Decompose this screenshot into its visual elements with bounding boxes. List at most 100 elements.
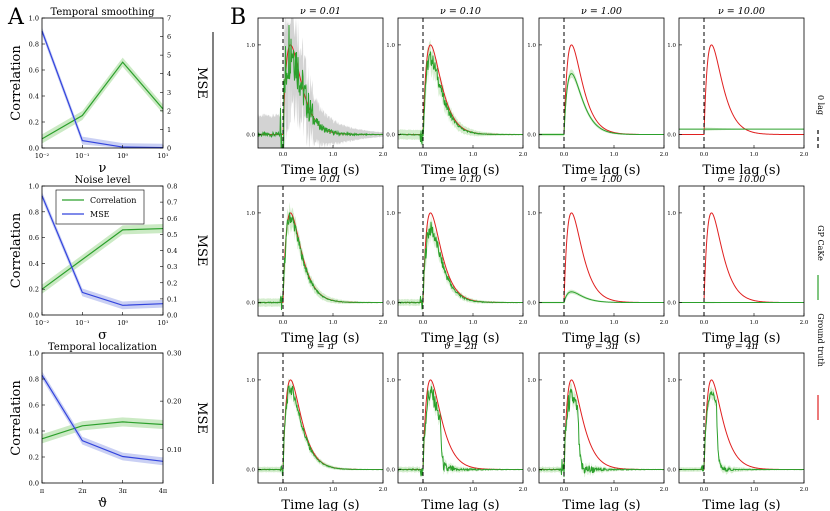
y2-tick-label: 0.1 [167,295,177,303]
x-tick-label: 1.0 [610,487,619,493]
y-tick-label: 1.0 [29,183,39,191]
y2-axis-label: MSE [194,67,209,99]
x-axis-label: Time lag (s) [421,498,499,511]
legend-zero-lag-label: 0 lag [816,95,825,115]
x-tick-label: 1.0 [469,487,478,493]
x-tick-label: 10⁻² [35,319,50,327]
x-tick-label: 1.0 [329,152,338,158]
gp-cake-band [398,380,523,479]
x-tick-label: 10¹ [158,319,169,327]
kernel-plot-r1-c3: ν = 1.000.0 1.0 2.00.01.0Time lag (s) [527,6,669,178]
panel-a-label: A [7,5,25,30]
x-tick-label: 2.0 [800,487,809,493]
y2-tick-label: 0.8 [167,183,177,191]
y-tick-label: 0.2 [29,286,39,294]
x-tick-label: 1.0 [750,487,759,493]
kernel-plot-title: ν = 0.01 [300,6,341,17]
legend-gp-cake-label: GP CaKe [816,225,825,261]
x-tick-label: 10¹ [158,152,169,160]
x-tick-label: 2.0 [660,487,669,493]
y2-tick-label: 0.2 [167,279,177,287]
y-tick-label: 0.4 [29,260,39,268]
legend-ground-truth-label: Ground truth [816,313,825,367]
ground-truth-line [539,213,664,303]
x-tick-label: 0.0 [419,487,428,493]
panel-b-legend: 0 lag GP CaKe Ground truth [816,95,825,420]
y-tick-label: 0.0 [386,468,395,474]
ground-truth-line [398,45,523,135]
y-tick-label: 0.8 [29,41,39,49]
y2-tick-label: 0.6 [167,215,177,223]
kernel-plot-title: ϑ = 2π [444,341,478,352]
gp-cake-line [258,213,383,310]
kernel-plot-title: ν = 10.00 [718,6,765,17]
y-tick-label: 1.0 [527,43,536,49]
kernel-plot-r1-c4: ν = 10.000.0 1.0 2.00.01.0Time lag (s) [667,6,809,178]
x-tick-label: 2π [78,487,87,495]
x-tick-label: 1.0 [329,320,338,326]
x-tick-label: 2.0 [660,320,669,326]
y-tick-label: 0.0 [667,133,676,139]
kernel-plot-title: ν = 1.00 [581,6,622,17]
ground-truth-line [398,380,523,470]
y-tick-label: 1.0 [246,211,255,217]
gp-cake-line [398,222,523,310]
y-tick-label: 1.0 [386,43,395,49]
axes-frame [679,186,804,316]
gp-cake-band [398,39,523,148]
x-tick-label: 0.0 [560,320,569,326]
y2-tick-label: 0.5 [167,231,177,239]
kernel-plot-r1-c2: ν = 0.100.0 1.0 2.00.01.0Time lag (s) [386,6,528,178]
legend-mse-label: MSE [90,210,110,219]
y-tick-label: 0.6 [29,67,39,75]
y2-tick-label: 1 [167,126,171,134]
correlation-band [42,58,163,144]
y2-tick-label: 0.7 [167,199,177,207]
gp-cake-line [679,391,804,471]
gp-cake-line [398,386,523,476]
panel-a-plot-1: Temporal smoothing0.00.20.40.60.81.00123… [9,7,209,176]
y2-tick-label: 0.4 [167,247,177,255]
ground-truth-line [679,380,804,470]
x-tick-label: 1.0 [750,320,759,326]
kernel-plot-title: ϑ = 4π [725,341,759,352]
gp-cake-line [539,74,664,135]
correlation-band [42,417,163,443]
x-tick-label: 1.0 [750,152,759,158]
y-tick-label: 0.0 [29,480,39,488]
ground-truth-line [258,213,383,303]
panel-a-plot-2: Noise level0.00.20.40.60.81.00.00.10.20.… [9,175,209,343]
y-tick-label: 1.0 [386,211,395,217]
kernel-plot-r3-c3: ϑ = 3π0.0 1.0 2.00.01.0Time lag (s) [527,341,669,511]
axes-frame [539,186,664,316]
y-tick-label: 1.0 [29,15,39,23]
x-axis-label: ν [99,161,107,176]
x-tick-label: 2.0 [519,487,528,493]
x-tick-label: 10⁰ [117,152,128,160]
kernel-plot-title: ϑ = π [307,341,335,352]
y-tick-label: 0.0 [527,468,536,474]
y2-tick-label: 0.10 [167,446,181,454]
kernel-plot-r3-c2: ϑ = 2π0.0 1.0 2.00.01.0Time lag (s) [386,341,528,511]
x-tick-label: 0.0 [700,487,709,493]
y2-tick-label: 5 [167,52,171,60]
y-tick-label: 0.0 [246,301,255,307]
y-tick-label: 0.0 [527,133,536,139]
y-tick-label: 0.8 [29,376,39,384]
y-tick-label: 1.0 [246,378,255,384]
y2-tick-label: 7 [167,15,171,23]
x-tick-label: 0.0 [700,320,709,326]
kernel-plot-title: ϑ = 3π [585,341,619,352]
y-tick-label: 1.0 [246,43,255,49]
y2-tick-label: 4 [167,70,171,78]
kernel-plot-title: σ = 0.10 [440,174,482,185]
y-axis-label: Correlation [9,45,24,121]
ground-truth-line [398,213,523,303]
x-tick-label: 0.0 [279,152,288,158]
axes-frame [679,353,804,483]
y-tick-label: 0.8 [29,208,39,216]
y-tick-label: 1.0 [527,211,536,217]
x-tick-label: 10⁰ [117,319,128,327]
y2-tick-label: 0.30 [167,350,181,358]
y-tick-label: 1.0 [667,378,676,384]
